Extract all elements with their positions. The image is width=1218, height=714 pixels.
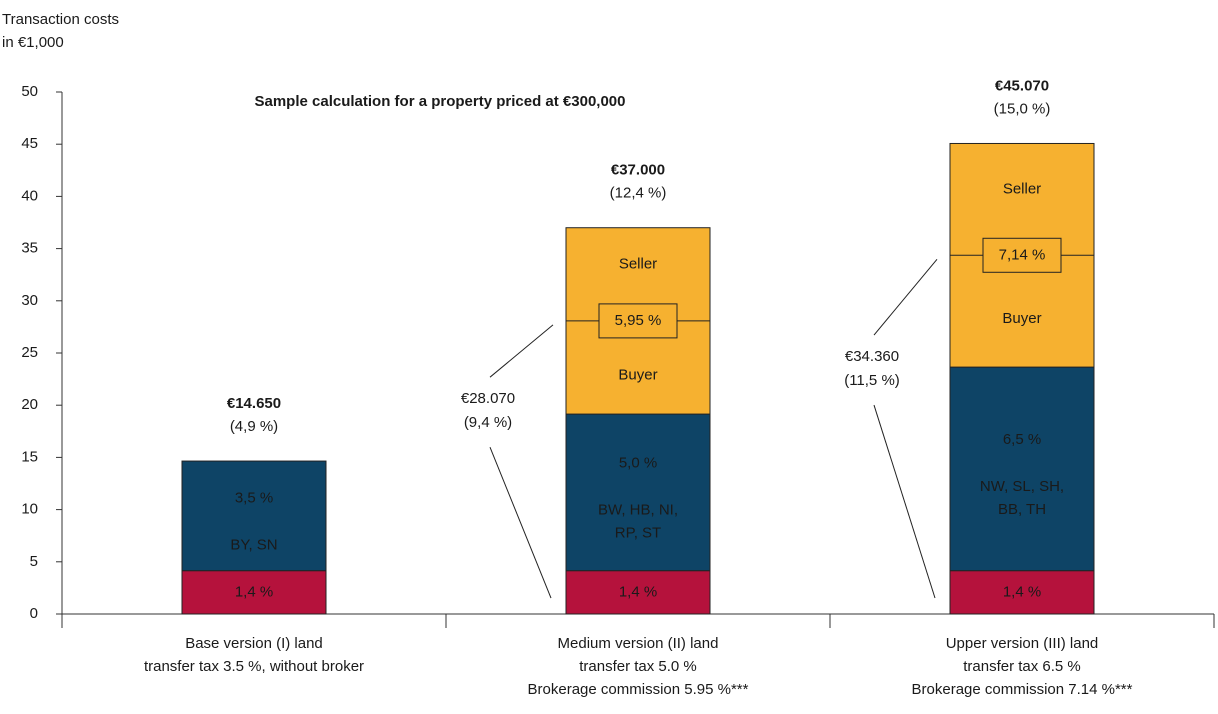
bracket-label: (9,4 %) [464, 414, 512, 431]
bar-segment [949, 570, 1095, 615]
x-tick-label: transfer tax 3.5 %, without broker [144, 658, 364, 675]
y-tick-label: 40 [21, 187, 38, 204]
split-box [982, 237, 1062, 273]
y-tick-label: 5 [30, 553, 38, 570]
x-tick-label: transfer tax 6.5 % [963, 658, 1081, 675]
segment-label: 1,4 % [1003, 583, 1041, 600]
x-tick-label: Upper version (III) land [946, 635, 1099, 652]
y-tick-label: 35 [21, 240, 38, 257]
split-box [598, 303, 678, 339]
bracket-line [489, 324, 554, 378]
x-tick-label: transfer tax 5.0 % [579, 658, 697, 675]
bar-segment [565, 570, 711, 615]
x-tick-label: Brokerage commission 5.95 %*** [528, 681, 749, 698]
y-tick-label: 50 [21, 83, 38, 100]
y-tick-label: 25 [21, 344, 38, 361]
y-axis-label: Transaction costs [2, 11, 119, 28]
split-label: 5,95 % [615, 312, 662, 329]
y-tick-label: 0 [30, 605, 38, 622]
y-axis-label: in €1,000 [2, 34, 64, 51]
total-label: (15,0 %) [994, 100, 1051, 117]
split-label: 7,14 % [999, 246, 1046, 263]
bracket-label: €34.360 [845, 348, 899, 365]
segment-label: Buyer [1002, 310, 1041, 327]
bracket-label: €28.070 [461, 390, 515, 407]
segment-label: 1,4 % [235, 583, 273, 600]
x-tick-label: Brokerage commission 7.14 %*** [912, 681, 1133, 698]
segment-label: Buyer [618, 366, 657, 383]
x-tick-label: Base version (I) land [185, 635, 323, 652]
total-label: (4,9 %) [230, 418, 278, 435]
bar-segment [181, 570, 327, 615]
y-tick-label: 45 [21, 135, 38, 152]
total-label: (12,4 %) [610, 185, 667, 202]
bracket-line [873, 404, 936, 599]
segment-label: BY, SN [230, 536, 277, 553]
segment-label: 5,0 % [619, 454, 657, 471]
segment-label: BW, HB, NI, [598, 501, 678, 518]
chart-title: Sample calculation for a property priced… [255, 93, 626, 110]
segment-label: Seller [1003, 180, 1041, 197]
y-tick-label: 20 [21, 396, 38, 413]
bracket-line [873, 258, 938, 336]
y-tick-label: 30 [21, 292, 38, 309]
bar-segment [565, 413, 711, 572]
bar-segment [181, 460, 327, 572]
y-tick-label: 15 [21, 448, 38, 465]
segment-label: Seller [619, 255, 657, 272]
total-label: €14.650 [227, 395, 281, 412]
bracket-line [489, 447, 552, 599]
bar-segment [949, 366, 1095, 572]
segment-label: 6,5 % [1003, 431, 1041, 448]
segment-label: 1,4 % [619, 583, 657, 600]
bracket-label: (11,5 %) [844, 372, 900, 389]
total-label: €37.000 [611, 162, 665, 179]
segment-label: NW, SL, SH, [980, 478, 1064, 495]
y-tick-label: 10 [21, 501, 38, 518]
x-tick-label: Medium version (II) land [558, 635, 719, 652]
segment-label: BB, TH [998, 501, 1046, 518]
segment-label: RP, ST [615, 524, 661, 541]
total-label: €45.070 [995, 77, 1049, 94]
segment-label: 3,5 % [235, 489, 273, 506]
